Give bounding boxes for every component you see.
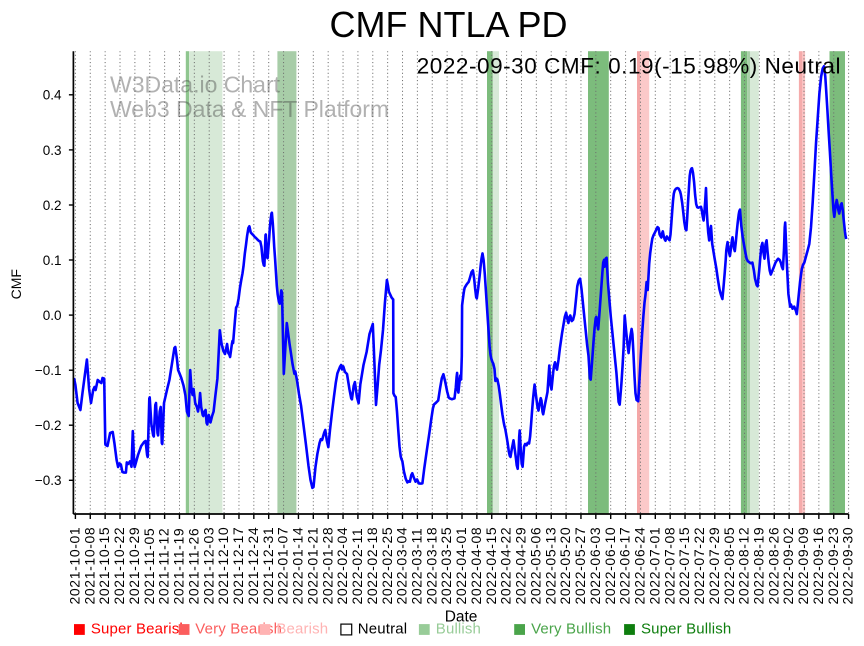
svg-text:W3Data.io Chart: W3Data.io Chart: [110, 71, 281, 97]
svg-text:2022-07-22: 2022-07-22: [691, 527, 707, 605]
svg-text:2022-04-01: 2022-04-01: [453, 527, 469, 605]
svg-text:2022-05-13: 2022-05-13: [542, 527, 558, 605]
svg-text:2021-10-22: 2021-10-22: [111, 527, 127, 605]
svg-text:2022-01-21: 2022-01-21: [304, 527, 320, 605]
svg-text:2022-03-25: 2022-03-25: [438, 527, 454, 605]
svg-text:2022-09-16: 2022-09-16: [810, 527, 826, 605]
svg-text:Super Bullish: Super Bullish: [641, 620, 731, 637]
svg-text:2022-01-07: 2022-01-07: [275, 527, 291, 605]
svg-text:2022-03-11: 2022-03-11: [408, 528, 424, 605]
svg-text:2022-04-29: 2022-04-29: [513, 527, 529, 605]
svg-text:2022-05-06: 2022-05-06: [527, 527, 543, 605]
svg-text:2022-03-18: 2022-03-18: [423, 527, 439, 605]
svg-text:2022-05-20: 2022-05-20: [557, 527, 573, 605]
svg-text:2022-09-09: 2022-09-09: [795, 527, 811, 605]
svg-text:2022-02-18: 2022-02-18: [364, 527, 380, 605]
svg-text:2022-02-25: 2022-02-25: [379, 527, 395, 605]
svg-text:2022-01-28: 2022-01-28: [319, 527, 335, 605]
svg-text:−0.2: −0.2: [35, 418, 62, 433]
svg-text:2022-03-04: 2022-03-04: [394, 527, 410, 605]
svg-text:0.4: 0.4: [43, 88, 62, 103]
svg-text:Date: Date: [445, 608, 478, 625]
svg-text:Neutral: Neutral: [358, 620, 407, 637]
svg-text:2021-12-17: 2021-12-17: [230, 527, 246, 605]
svg-text:2022-09-23: 2022-09-23: [825, 527, 841, 605]
svg-text:2022-09-30: 2022-09-30: [840, 527, 856, 605]
svg-text:2021-11-12: 2021-11-12: [156, 528, 172, 605]
svg-text:2021-12-31: 2021-12-31: [260, 527, 276, 605]
svg-text:2021-12-03: 2021-12-03: [200, 527, 216, 605]
svg-text:2021-11-05: 2021-11-05: [141, 528, 157, 605]
svg-text:CMF: CMF: [8, 269, 24, 299]
svg-text:Super Bearish: Super Bearish: [91, 620, 188, 637]
svg-text:0.3: 0.3: [43, 143, 62, 158]
svg-text:2021-12-10: 2021-12-10: [215, 527, 231, 605]
svg-text:2022-01-14: 2022-01-14: [290, 527, 306, 605]
svg-text:2022-07-15: 2022-07-15: [676, 527, 692, 605]
svg-text:2022-07-01: 2022-07-01: [646, 527, 662, 605]
svg-text:−0.1: −0.1: [35, 363, 62, 378]
svg-text:Web3 Data & NFT Platform: Web3 Data & NFT Platform: [110, 96, 389, 122]
svg-text:2022-06-17: 2022-06-17: [617, 527, 633, 605]
svg-text:0.0: 0.0: [43, 308, 62, 323]
svg-text:Bearish: Bearish: [276, 620, 328, 637]
svg-text:2021-10-29: 2021-10-29: [126, 527, 142, 605]
svg-text:2022-07-08: 2022-07-08: [661, 527, 677, 605]
svg-text:2021-10-15: 2021-10-15: [96, 527, 112, 605]
svg-text:0.2: 0.2: [43, 198, 62, 213]
svg-text:Bullish: Bullish: [436, 620, 481, 637]
svg-text:2022-08-05: 2022-08-05: [721, 527, 737, 605]
svg-text:2022-07-29: 2022-07-29: [706, 527, 722, 605]
svg-text:2022-09-02: 2022-09-02: [780, 527, 796, 605]
svg-text:2021-10-08: 2021-10-08: [81, 527, 97, 605]
svg-text:−0.3: −0.3: [35, 473, 62, 488]
svg-text:2022-04-15: 2022-04-15: [483, 527, 499, 605]
svg-text:2021-11-19: 2021-11-19: [171, 528, 187, 605]
svg-text:CMF NTLA PD: CMF NTLA PD: [329, 4, 567, 45]
svg-text:2022-02-11: 2022-02-11: [349, 528, 365, 605]
svg-text:0.1: 0.1: [43, 253, 62, 268]
svg-text:2021-12-24: 2021-12-24: [245, 527, 261, 605]
svg-text:2022-06-03: 2022-06-03: [587, 527, 603, 605]
svg-text:2021-10-01: 2021-10-01: [67, 527, 83, 605]
svg-text:2022-06-10: 2022-06-10: [602, 527, 618, 605]
svg-text:2022-04-08: 2022-04-08: [468, 527, 484, 605]
svg-text:2022-09-30 CMF: 0.19(-15.98%): 2022-09-30 CMF: 0.19(-15.98%) Neutral: [417, 54, 841, 79]
svg-text:2022-08-26: 2022-08-26: [765, 527, 781, 605]
svg-text:2022-05-27: 2022-05-27: [572, 527, 588, 605]
svg-text:2021-11-26: 2021-11-26: [185, 528, 201, 605]
svg-text:Very Bullish: Very Bullish: [531, 620, 611, 637]
svg-text:2022-06-24: 2022-06-24: [632, 527, 648, 605]
svg-text:2022-08-12: 2022-08-12: [736, 527, 752, 605]
svg-text:2022-08-19: 2022-08-19: [750, 527, 766, 605]
svg-text:2022-04-22: 2022-04-22: [498, 527, 514, 605]
svg-text:2022-02-04: 2022-02-04: [334, 527, 350, 605]
